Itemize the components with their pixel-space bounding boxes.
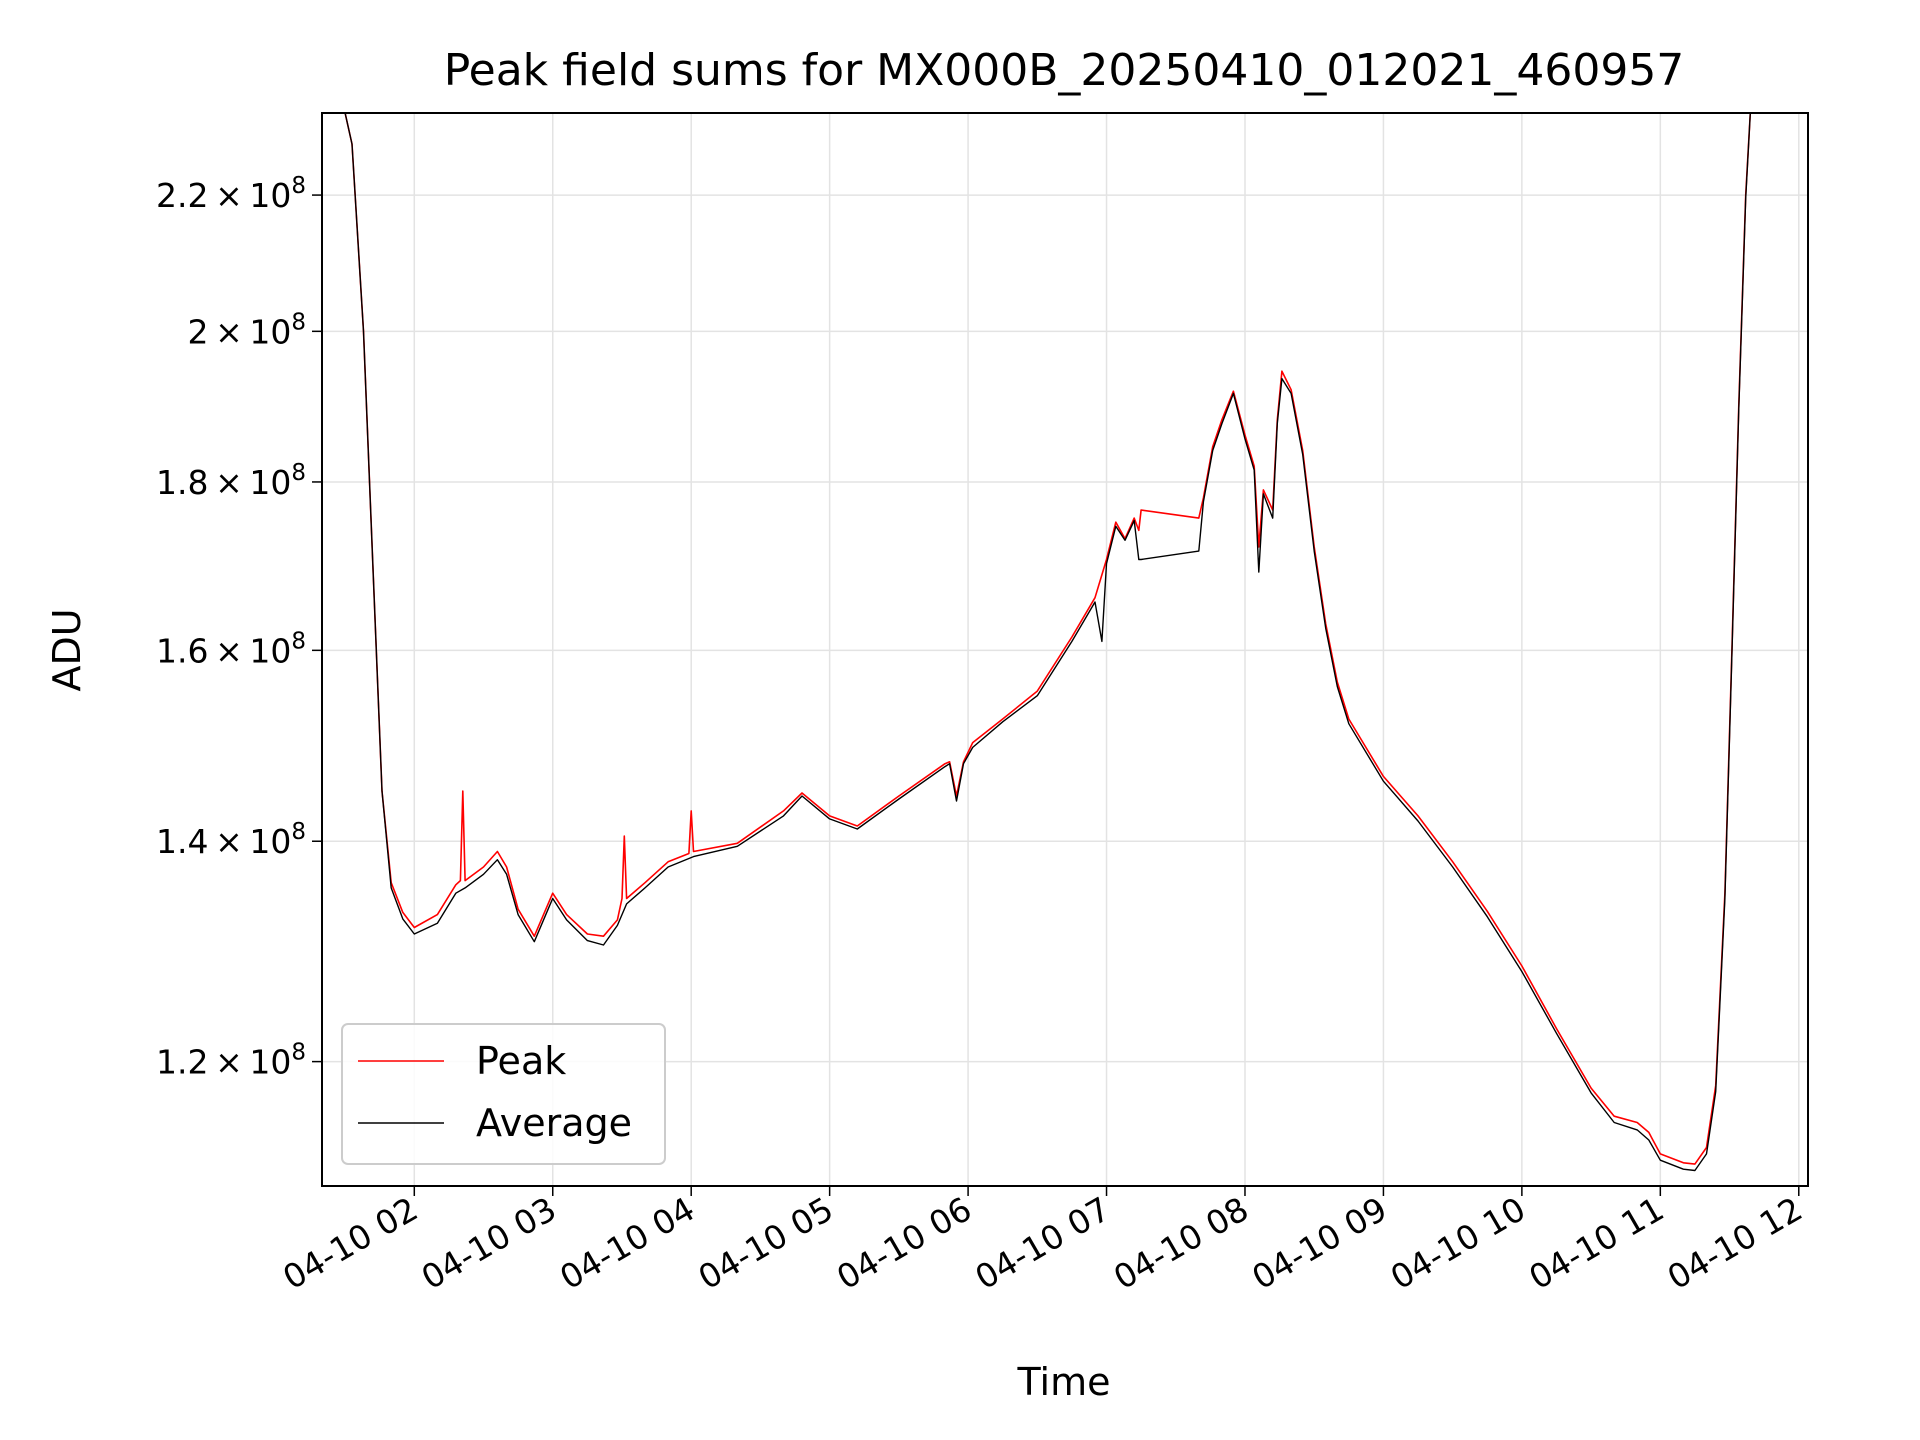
legend-label-average: Average xyxy=(476,1101,632,1145)
series-line-peak xyxy=(322,113,1752,1165)
series-line-average xyxy=(322,113,1751,1172)
y-tick-label: 1.8 × 108 xyxy=(156,460,306,502)
y-tick-label: 1.4 × 108 xyxy=(156,819,306,861)
plot-frame xyxy=(321,112,1809,1187)
series-layer xyxy=(322,113,1752,1172)
gridlines xyxy=(322,113,1808,1186)
y-tick-label: 2.2 × 108 xyxy=(156,173,306,215)
x-axis-label: Time xyxy=(1017,1360,1111,1404)
y-tick-label: 1.6 × 108 xyxy=(156,628,306,670)
legend-label-peak: Peak xyxy=(476,1039,566,1083)
chart-title: Peak field sums for MX000B_20250410_0120… xyxy=(444,45,1685,96)
y-axis: 1.2 × 108 1.4 × 108 1.6 × 108 1.8 × 108 2 × … xyxy=(156,173,322,1082)
y-axis-label: ADU xyxy=(45,608,89,691)
y-tick-label: 2 × 108 xyxy=(188,309,306,351)
legend-box xyxy=(341,1023,666,1165)
legend: Peak Average xyxy=(341,1023,666,1165)
y-tick-label: 1.2 × 108 xyxy=(156,1040,306,1082)
